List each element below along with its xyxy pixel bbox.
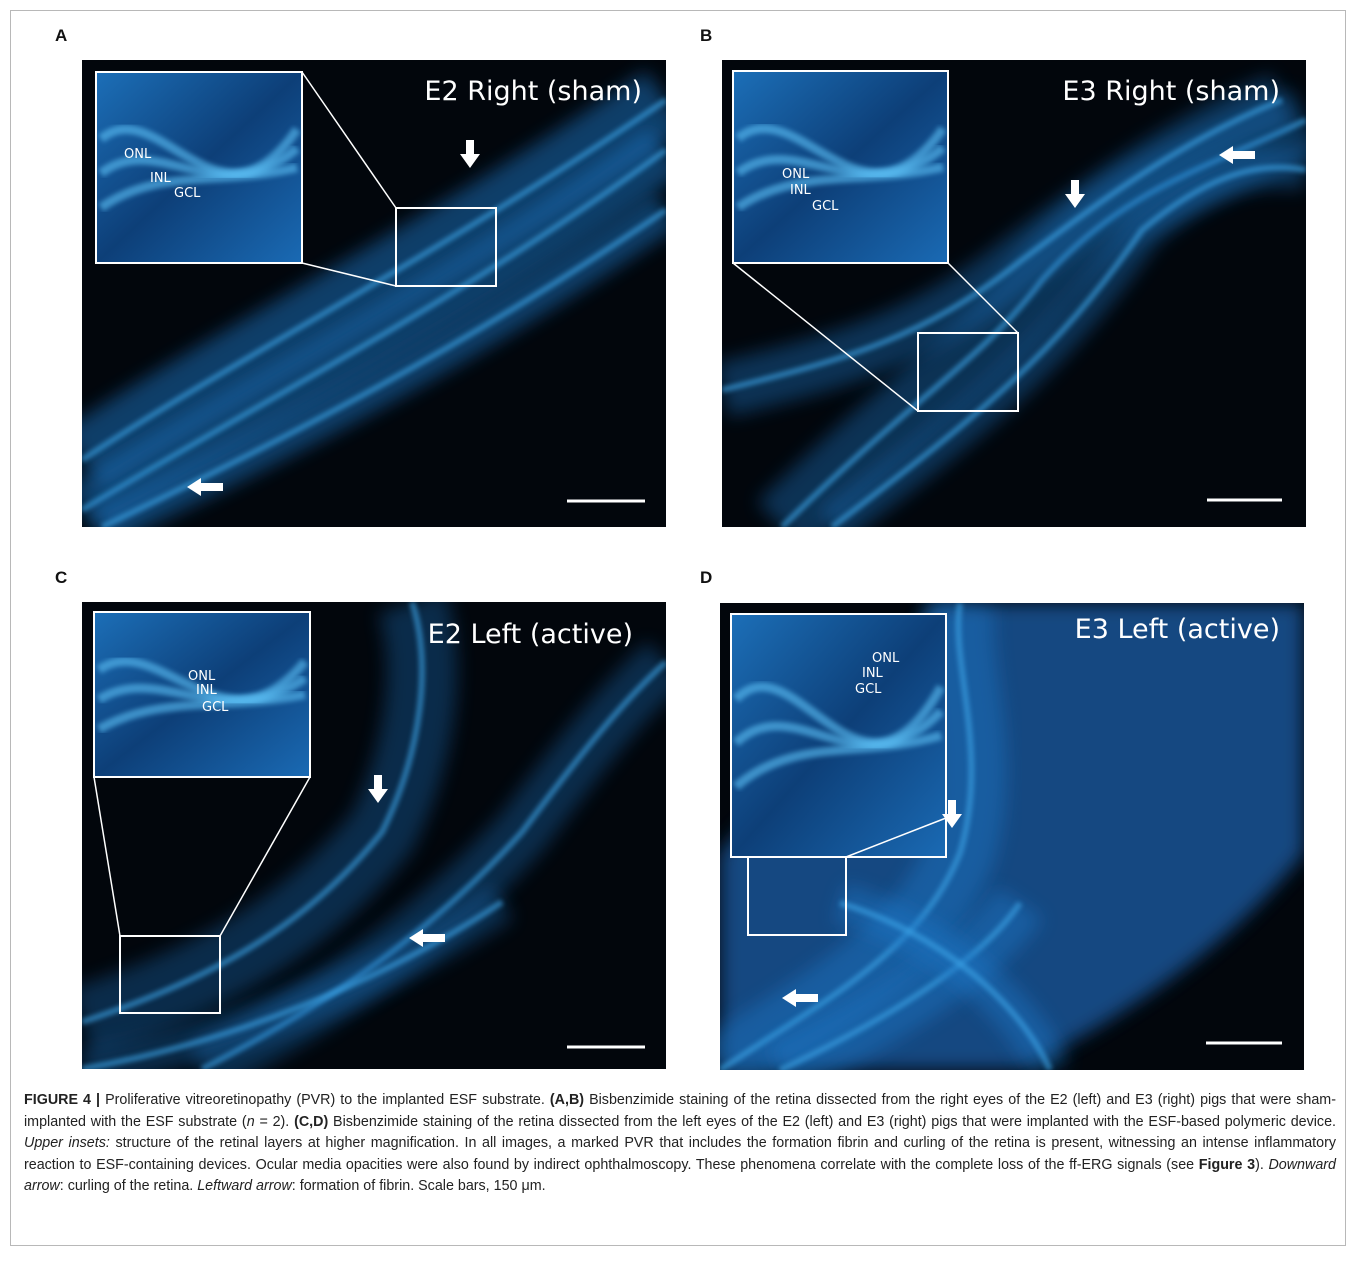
inset-layer [732,682,945,747]
leftward-arrow [782,989,818,1007]
layer-label: INL [862,666,884,681]
caption-segment: ). [1255,1156,1269,1173]
caption: FIGURE 4 | Proliferative vitreoretinopat… [24,1090,1336,1198]
panel-label: A [55,26,68,45]
leftward-arrow [1219,146,1255,164]
inset-layer [735,162,945,212]
downward-arrow [942,800,962,828]
zoom-line [732,262,919,412]
tissue-layer [778,901,1023,1070]
zoom-line [301,71,397,209]
layer-label: ONL [782,167,810,182]
zoom-line [301,262,397,287]
inset-layer [96,657,309,704]
caption-segment: : curling of the retina. [59,1178,198,1195]
inset-layer [733,731,943,790]
inset-layer [735,144,946,179]
downward-arrow [1065,180,1085,208]
inset-layer [96,674,308,706]
panel-label: D [700,568,713,587]
layer-label: ONL [872,651,900,666]
panel-label: B [700,26,713,45]
layer-label: GCL [202,700,229,715]
layer-label: GCL [855,682,882,697]
tissue-layer [720,603,975,1070]
caption-segment: Upper insets: [24,1135,110,1152]
caption-segment: n [246,1113,255,1130]
panel-label: C [55,568,68,587]
leftward-arrow [187,478,223,496]
zoom-line [845,817,947,858]
tissue-layer [100,207,666,527]
layer-label: ONL [188,669,216,684]
downward-arrow [368,775,388,803]
layer-label: ONL [124,147,152,162]
inset-layer [98,124,301,178]
panel-title: E2 Left (active) [428,619,633,650]
caption-segment: FIGURE 4 | [24,1092,101,1108]
layer-label: GCL [174,186,201,201]
layer-label: INL [790,183,812,198]
zoom-box [395,207,497,287]
inset-layer [96,690,306,734]
zoom-line [93,776,121,937]
caption-segment: : formation of fibrin. Scale bars, 150 μ… [291,1178,546,1195]
panel-title: E3 Right (sham) [1062,76,1280,107]
zoom-line [219,776,311,937]
caption-segment: Leftward arrow [197,1178,292,1195]
inset-layer [98,163,299,212]
caption-segment: structure of the retinal layers at highe… [24,1135,1337,1173]
leftward-arrow [409,929,445,947]
caption-segment: Bisbenzimide staining of the retina diss… [328,1113,1337,1130]
tissue-layer [82,97,666,463]
inset-layer [732,708,945,750]
downward-arrow [460,140,480,168]
caption-segment: Bisbenzimide staining of the retina diss… [24,1092,1336,1130]
inset-layer [98,144,300,180]
panel-title: E3 Left (active) [1075,614,1280,645]
layer-label: INL [196,683,218,698]
layer-label: INL [150,171,172,186]
figure-frame [10,10,1346,1246]
zoom-box [917,332,1019,412]
panel-title: E2 Right (sham) [424,76,642,107]
tissue-layer [722,97,1284,393]
zoom-box [119,935,221,1014]
caption-segment: (C,D) [294,1113,329,1130]
tissue-layer [830,164,1306,527]
caption-segment: = 2). [254,1113,295,1130]
tissue-layer [82,147,666,513]
caption-segment: Figure 3 [1198,1156,1256,1173]
tissue-layer [839,900,1053,1070]
caption-segment: Downward arrow [24,1156,1336,1195]
zoom-line [947,262,1019,334]
tissue-layer [82,899,504,1069]
tissue-layer [82,602,425,1025]
zoom-box [747,856,847,936]
caption-segment: Proliferative vitreoretinopathy (PVR) to… [100,1092,550,1108]
caption-segment: (A,B) [549,1092,585,1108]
layer-label: GCL [812,199,839,214]
inset-layer [735,124,947,177]
